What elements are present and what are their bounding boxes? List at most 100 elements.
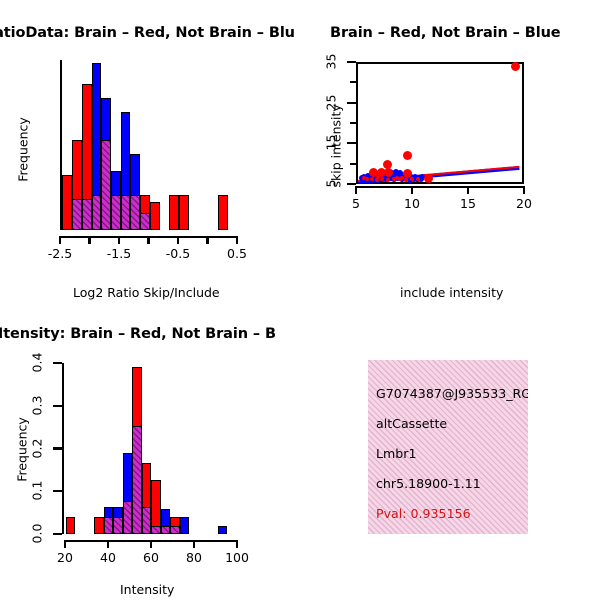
scatter-point-not-brain xyxy=(396,170,403,177)
x-axis-tick-label: -0.5 xyxy=(165,246,191,261)
panel-intensity-title: ne Itensity: Brain – Red, Not Brain – B xyxy=(0,326,276,342)
scatter-point-brain xyxy=(392,177,397,182)
panel-scatter: Brain – Red, Not Brain – Blue skip inten… xyxy=(300,0,600,300)
x-axis-tick xyxy=(235,236,239,244)
x-axis-tick xyxy=(117,236,121,244)
y-axis-tick xyxy=(53,490,62,493)
y-axis-tick xyxy=(53,532,62,536)
y-axis-tick xyxy=(347,182,356,186)
scatter-point-brain xyxy=(380,176,385,181)
scatter-point-brain xyxy=(403,150,413,160)
scatter-point-brain xyxy=(369,167,379,177)
x-axis-tick xyxy=(88,236,91,244)
info-line: chr5.18900-1.11 xyxy=(376,476,481,491)
y-axis-tick-label: 35 xyxy=(323,53,339,70)
histogram-bar-overlap xyxy=(141,506,152,534)
x-axis-tick-label: -1.5 xyxy=(106,246,132,261)
info-line-pval: Pval: 0.935156 xyxy=(376,506,471,521)
y-axis-tick xyxy=(347,142,356,145)
panel-intensity-ylabel: Frequency xyxy=(14,417,30,482)
x-axis-tick xyxy=(354,186,358,194)
x-axis-tick xyxy=(58,236,62,244)
info-box: G7074387@J935533_RG altCassette Lmbr1 chr5.… xyxy=(368,360,528,534)
panel-intensity-bars xyxy=(62,363,237,534)
y-axis-tick-label: 0.1 xyxy=(29,480,45,501)
panel-ratio-ylabel: Frequency xyxy=(15,117,31,182)
x-axis-tick-label: 15 xyxy=(460,196,476,211)
panel-ratio-title: RatioData: Brain – Red, Not Brain – Blu xyxy=(0,25,295,41)
x-axis-tick xyxy=(176,236,180,244)
y-axis-line xyxy=(62,363,65,534)
x-axis-tick-label: 80 xyxy=(186,550,202,565)
y-axis-tick xyxy=(53,404,62,407)
x-axis-tick-label: -2.5 xyxy=(47,246,73,261)
panel-info: G7074387@J935533_RG altCassette Lmbr1 chr5.… xyxy=(300,300,600,600)
histogram-bar-overlap xyxy=(170,525,180,534)
scatter-point-brain xyxy=(361,175,366,180)
x-axis-tick-label: 20 xyxy=(57,550,73,565)
x-axis-tick xyxy=(235,540,239,548)
y-axis-tick-label: 0.3 xyxy=(29,395,45,416)
y-axis-tick xyxy=(53,361,62,365)
histogram-bar-overlap xyxy=(130,195,141,230)
histogram-bar-overlap xyxy=(72,198,82,230)
scatter-point-brain xyxy=(395,175,400,180)
x-axis-tick xyxy=(192,540,196,548)
panel-scatter-points xyxy=(356,62,524,184)
histogram-bar-overlap xyxy=(160,525,171,534)
histogram-bar xyxy=(169,195,180,230)
y-axis-tick-label: 0.2 xyxy=(29,438,45,458)
x-axis-tick xyxy=(522,186,526,194)
y-axis-tick-label: 5 xyxy=(323,179,339,188)
panel-intensity-xlabel: Intensity xyxy=(120,582,175,597)
scatter-point-brain xyxy=(403,177,408,182)
scatter-point-brain xyxy=(374,177,379,182)
x-axis-tick-label: 40 xyxy=(100,550,116,565)
y-axis-tick xyxy=(350,81,356,84)
x-axis-tick xyxy=(410,186,414,194)
histogram-bar-overlap xyxy=(140,212,150,230)
y-axis-tick xyxy=(347,60,356,64)
scatter-point-brain xyxy=(399,176,404,181)
scatter-point-not-brain xyxy=(418,175,425,182)
histogram-bar-overlap xyxy=(91,195,102,230)
histogram-bar-overlap xyxy=(113,517,123,534)
y-axis-tick-label: 15 xyxy=(323,134,339,151)
x-axis-tick-label: 10 xyxy=(404,196,420,211)
histogram-bar-overlap xyxy=(132,425,142,534)
x-axis-tick xyxy=(466,186,470,194)
scatter-point-brain xyxy=(364,177,369,182)
histogram-bar xyxy=(62,174,73,230)
scatter-point-brain xyxy=(383,167,393,177)
scatter-point-not-brain xyxy=(387,175,394,182)
scatter-point-brain xyxy=(409,176,414,181)
scatter-point-brain xyxy=(415,177,420,182)
histogram-bar-overlap xyxy=(103,517,114,534)
histogram-bar-overlap xyxy=(101,139,112,230)
y-axis-tick-label: 0.4 xyxy=(29,352,45,373)
panel-ratio-xlabel: Log2 Ratio Skip/Include xyxy=(73,285,220,300)
y-axis-tick-label: 25 xyxy=(323,94,339,111)
scatter-point-brain xyxy=(423,174,433,184)
x-axis-tick xyxy=(63,540,67,548)
y-axis-tick-label: 0.0 xyxy=(29,523,45,544)
x-axis-tick-label: 20 xyxy=(516,196,532,211)
scatter-point-not-brain xyxy=(393,169,400,176)
x-axis-tick xyxy=(147,236,150,244)
histogram-bar xyxy=(217,195,228,230)
x-axis-tick xyxy=(149,540,153,548)
histogram-bar-overlap xyxy=(120,195,131,230)
histogram-bar-overlap xyxy=(111,195,121,230)
panel-scatter-title: Brain – Red, Not Brain – Blue xyxy=(330,25,561,41)
y-axis-tick xyxy=(347,101,356,104)
histogram-bar xyxy=(94,517,104,534)
histogram-bar xyxy=(149,202,160,230)
histogram-bar-overlap xyxy=(81,198,92,230)
y-axis-tick xyxy=(350,162,356,165)
panel-ratio-bars xyxy=(60,60,235,230)
scatter-point-brain xyxy=(369,177,374,182)
x-axis-tick xyxy=(106,540,110,548)
histogram-bar xyxy=(179,195,189,230)
scatter-point-brain xyxy=(376,175,381,180)
